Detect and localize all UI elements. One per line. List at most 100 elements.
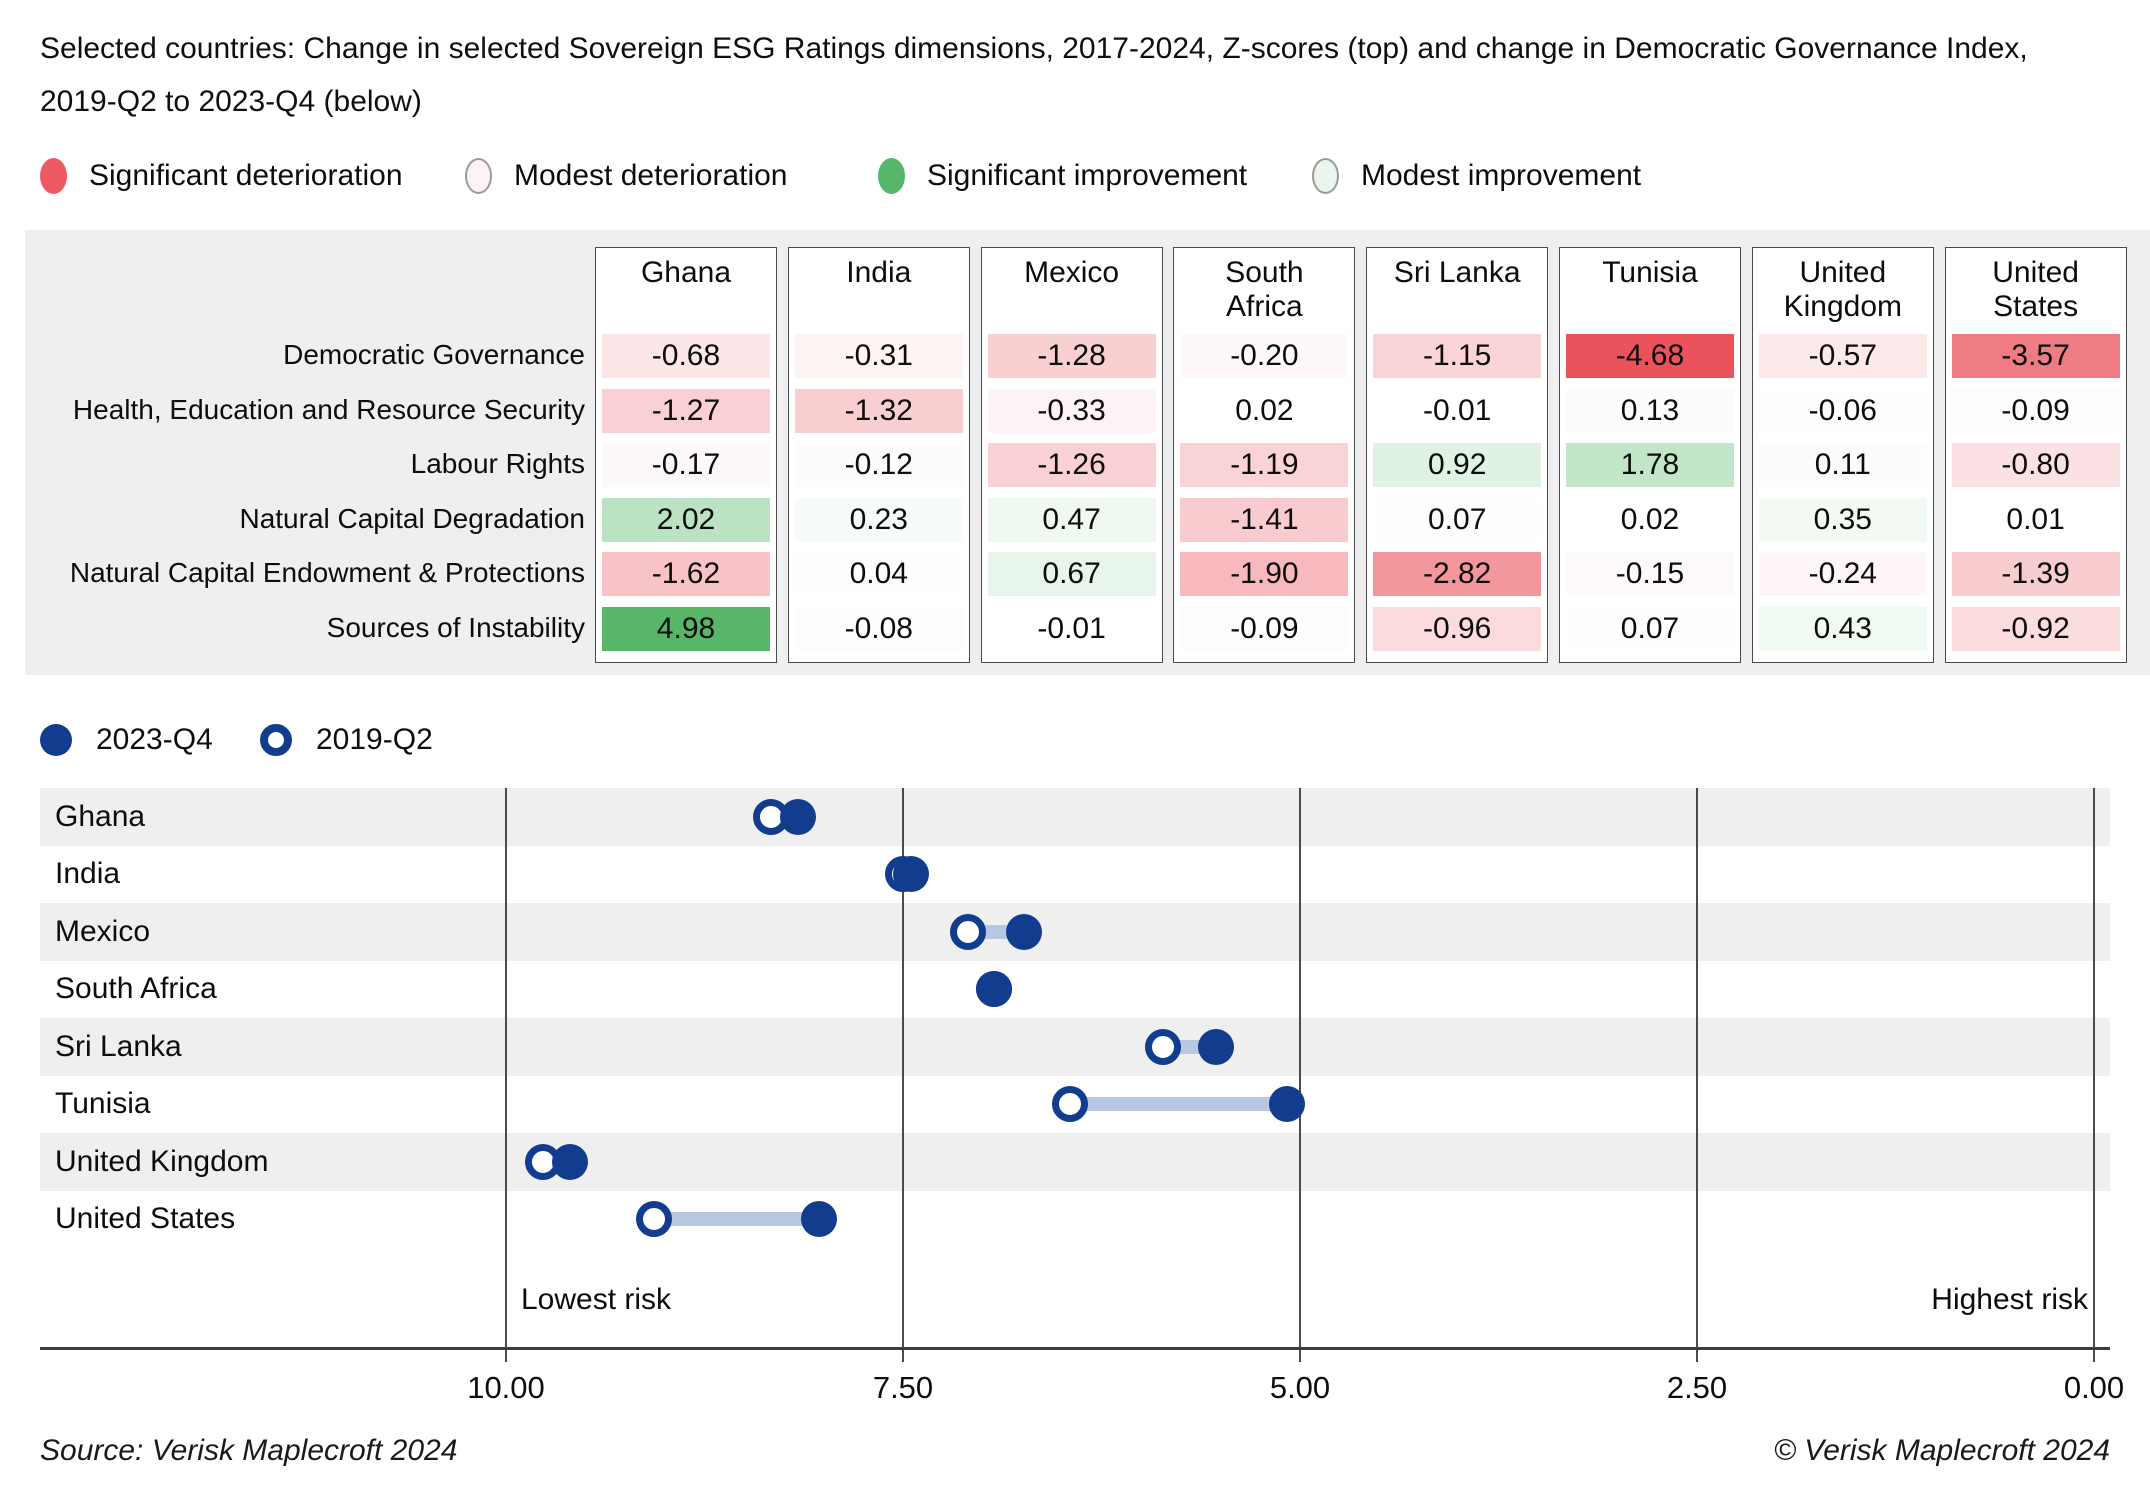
heatmap-cell: -0.06 — [1758, 388, 1927, 433]
filled-dot-icon — [40, 724, 72, 756]
heatmap-cell: 0.13 — [1566, 388, 1734, 433]
heatmap-cell: -1.28 — [987, 334, 1156, 378]
heatmap-cell: -1.15 — [1373, 334, 1542, 378]
heatmap-cell: -0.09 — [1951, 388, 2120, 433]
legend-label: Significant improvement — [927, 159, 1248, 192]
x-axis-tick-label: 2.50 — [1666, 1370, 1728, 1405]
heatmap-cell: -1.90 — [1180, 552, 1349, 597]
x-axis-line — [40, 1347, 2110, 1350]
source-note: Source: Verisk Maplecroft 2024 — [40, 1434, 458, 1467]
dot-2023-q4 — [780, 798, 817, 835]
gridline — [902, 788, 904, 1362]
legend-item-2019-q2: 2019-Q2 — [260, 720, 433, 760]
legend-item-2023-q4: 2023-Q4 — [40, 720, 213, 760]
dumbbell-connector — [1069, 1097, 1288, 1112]
legend-label: Modest deterioration — [514, 159, 788, 192]
country-column: United States -3.57 -0.09 -0.80 0.01 -1.39 -0.… — [1944, 247, 2127, 663]
legend-dot-icon — [40, 158, 67, 194]
chart-row-label: Ghana — [55, 799, 146, 833]
heatmap-cell: -0.09 — [1180, 607, 1349, 651]
heatmap-cell: -0.31 — [794, 334, 963, 378]
heatmap-cell: -0.20 — [1180, 334, 1349, 378]
country-column: United Kingdom -0.57 -0.06 0.11 0.35 -0.24 0.4… — [1751, 247, 1934, 663]
heatmap-cell: -0.08 — [794, 607, 963, 651]
heatmap-cell: -1.62 — [602, 552, 770, 597]
x-axis-tick-label: 10.00 — [467, 1370, 545, 1405]
heatmap-cell: -0.17 — [602, 443, 770, 488]
legend-item: Modest improvement — [1312, 156, 1641, 196]
heatmap-cell: 0.35 — [1758, 497, 1927, 542]
chart-row-label: India — [55, 857, 121, 891]
dot-2023-q4 — [1197, 1028, 1234, 1065]
country-header: Mexico — [1024, 256, 1120, 289]
dot-2023-q4 — [800, 1201, 837, 1238]
heatmap-cell: 0.07 — [1566, 607, 1734, 651]
country-header: Ghana — [640, 256, 732, 289]
heatmap-cell: 0.02 — [1180, 388, 1349, 433]
heatmap-cell: -0.24 — [1758, 552, 1927, 597]
dumbbell-connector — [653, 1212, 819, 1227]
country-header: Sri Lanka — [1393, 256, 1521, 289]
country-header: United States — [1992, 256, 2079, 323]
heatmap-row-label: Health, Education and Resource Security — [72, 393, 585, 425]
country-header: India — [846, 256, 912, 289]
gridline — [1299, 788, 1301, 1362]
x-axis-tick-label: 5.00 — [1269, 1370, 1331, 1405]
country-header: United Kingdom — [1783, 256, 1902, 323]
heatmap-cell: 0.43 — [1758, 607, 1927, 651]
dot-2023-q4 — [1269, 1086, 1306, 1123]
heatmap-cell: -0.80 — [1951, 443, 2120, 488]
legend-label: 2019-Q2 — [316, 723, 433, 756]
chart-row-band: India — [40, 845, 2110, 903]
heatmap-cell: -0.57 — [1758, 334, 1927, 378]
heatmap-cell: -2.82 — [1373, 552, 1542, 597]
lowest-risk-label: Lowest risk — [521, 1283, 672, 1316]
chart-row-label: United Kingdom — [55, 1144, 269, 1178]
heatmap-cell: 4.98 — [602, 607, 770, 651]
chart-row-label: Tunisia — [55, 1087, 151, 1121]
chart-row-band: Ghana — [40, 788, 2110, 846]
country-column: Ghana -0.68 -1.27 -0.17 2.02 -1.62 4.98 — [595, 247, 777, 663]
chart-row-band: Sri Lanka — [40, 1018, 2110, 1076]
heatmap-cell: -1.41 — [1180, 497, 1349, 542]
country-header: Tunisia — [1602, 256, 1698, 289]
country-column: Sri Lanka -1.15 -0.01 0.92 0.07 -2.82 -0.96 — [1366, 247, 1549, 663]
country-column: India -0.31 -1.32 -0.12 0.23 0.04 -0.08 — [787, 247, 970, 663]
heatmap-cell: -3.57 — [1951, 334, 2120, 378]
chart-row-label: Mexico — [55, 914, 151, 948]
chart-row-label: United States — [55, 1202, 236, 1236]
dot-2023-q4 — [1005, 913, 1042, 950]
chart-row-band: United Kingdom — [40, 1133, 2110, 1191]
heatmap-cell: -0.92 — [1951, 607, 2120, 651]
heatmap-cell: 0.04 — [794, 552, 963, 597]
heatmap-cell: -0.68 — [602, 334, 770, 378]
legend-dot-icon — [465, 158, 492, 194]
legend-label: Significant deterioration — [89, 159, 403, 192]
dot-2023-q4 — [551, 1143, 588, 1180]
open-dot-icon — [260, 724, 292, 756]
gridline — [2093, 788, 2095, 1362]
heatmap-cell: -1.26 — [987, 443, 1156, 488]
country-column: South Africa -0.20 0.02 -1.19 -1.41 -1.90 -0.0… — [1173, 247, 1356, 663]
legend-item: Significant improvement — [878, 156, 1247, 196]
legend-item: Modest deterioration — [465, 156, 788, 196]
heatmap-cell: -4.68 — [1566, 334, 1734, 378]
heatmap-cell: -1.19 — [1180, 443, 1349, 488]
heatmap-cell: 0.67 — [987, 552, 1156, 597]
heatmap-cell: -0.33 — [987, 388, 1156, 433]
heatmap-cell: 0.23 — [794, 497, 963, 542]
dot-2019-q2 — [635, 1201, 672, 1238]
heatmap-cell: -0.01 — [1373, 388, 1542, 433]
dot-2019-q2 — [1145, 1028, 1182, 1065]
dot-2023-q4 — [975, 971, 1012, 1008]
heatmap-cell: -1.32 — [794, 388, 963, 433]
legend-label: 2023-Q4 — [96, 723, 213, 756]
country-column: Tunisia -4.68 0.13 1.78 0.02 -0.15 0.07 — [1559, 247, 1741, 663]
legend-label: Modest improvement — [1361, 159, 1642, 192]
heatmap-cell: 0.01 — [1951, 497, 2120, 542]
legend-dot-icon — [1312, 158, 1339, 194]
chart-row-label: Sri Lanka — [55, 1029, 182, 1063]
heatmap-row-label: Labour Rights — [410, 448, 585, 480]
x-axis-tick-label: 7.50 — [872, 1370, 934, 1405]
country-column: Mexico -1.28 -0.33 -1.26 0.47 0.67 -0.01 — [980, 247, 1163, 663]
